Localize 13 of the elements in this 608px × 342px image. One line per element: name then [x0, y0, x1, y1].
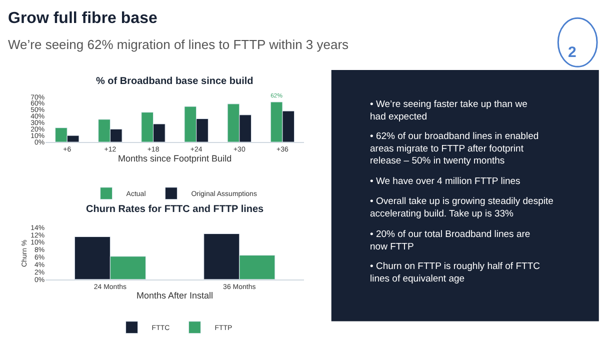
x-axis-title: Months After Install	[136, 290, 214, 301]
chart-title: Churn Rates for FTTC and FTTP lines	[86, 204, 264, 215]
x-axis-title: Months since Footprint Build	[118, 153, 232, 164]
text: • We’re seeing faster take up than we had expected	[370, 99, 528, 122]
text: 2	[568, 44, 576, 61]
text: We’re seeing 62% migration of lines to FTTP within 3 years	[8, 37, 350, 52]
text: • 62% of our broadband lines in enabled areas migrate to FTTP after footprint release – 50% in twenty months	[370, 131, 539, 167]
text: • Churn on FTTP is roughly half of FTTC lines of equivalent age	[370, 261, 540, 284]
text: Grow full fibre base	[8, 10, 158, 27]
text: • 20% of our total Broadband lines are now FTTP	[370, 229, 530, 252]
text: • Overall take up is growing steadily despite accelerating build. Take up is 33%	[370, 196, 554, 220]
chart-title: % of Broadband base since build	[96, 76, 254, 87]
text: • We have over 4 million FTTP lines	[370, 176, 521, 187]
